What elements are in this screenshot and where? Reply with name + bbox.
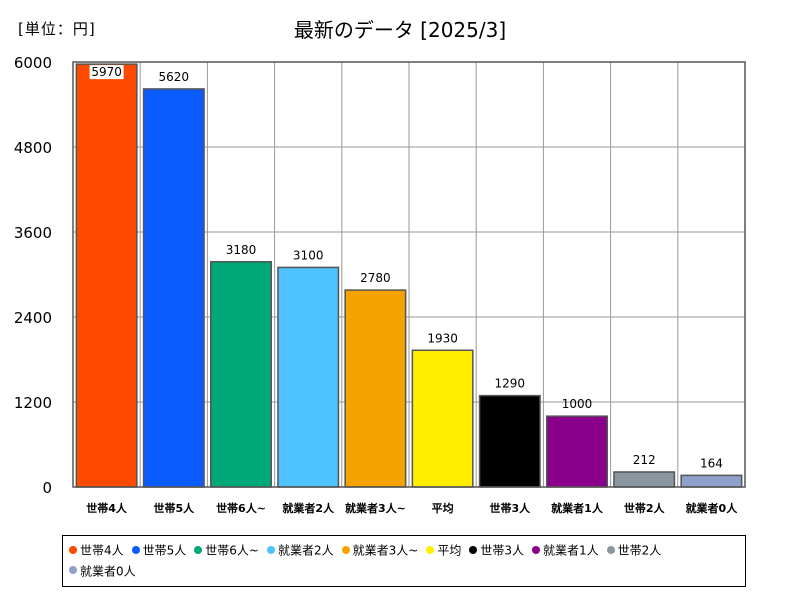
legend-swatch	[426, 545, 435, 554]
legend-swatch	[531, 545, 540, 554]
bar	[75, 63, 138, 488]
x-tick-label: 世帯3人	[489, 501, 531, 515]
value-label: 1290	[495, 377, 526, 391]
x-tick-label: 世帯2人	[624, 501, 666, 515]
legend-item: 世帯4人	[69, 540, 124, 561]
legend-swatch	[69, 545, 77, 554]
y-tick-label: 1200	[14, 394, 52, 412]
value-label: 5620	[159, 70, 190, 84]
legend-item: 就業者0人	[69, 561, 136, 582]
legend-swatch	[69, 566, 77, 574]
legend-item: 就業者3人~	[341, 540, 419, 561]
legend-item: 平均	[426, 540, 461, 561]
value-label: 3180	[226, 243, 257, 257]
x-tick-label: 世帯4人	[86, 501, 128, 515]
legend-swatch	[606, 545, 615, 554]
y-tick-label: 3600	[14, 224, 52, 242]
bar	[210, 261, 272, 488]
bar	[411, 349, 474, 488]
value-label: 3100	[293, 248, 324, 262]
legend-label: 就業者3人~	[352, 543, 419, 558]
chart-legend: 世帯4人 世帯5人 世帯6人~ 就業者2人 就業者3人~ 平均 世帯3人 就業者1人 世帯2人就…	[62, 535, 746, 587]
value-label: 1000	[562, 397, 593, 411]
legend-label: 平均	[437, 543, 462, 558]
bar-chart: 0 1200 2400 3600 4800 6000 5970 世帯4人 5620 世帯5人 318…	[14, 54, 746, 515]
value-label-bg	[89, 65, 124, 80]
x-tick-label: 平均	[432, 501, 454, 515]
legend-item: 就業者1人	[531, 540, 599, 561]
legend-label: 世帯5人	[142, 543, 187, 558]
x-tick-label: 世帯5人	[153, 501, 195, 515]
x-tick-label: 就業者2人	[282, 501, 335, 515]
legend-item: 就業者2人	[266, 540, 334, 561]
bar	[546, 415, 608, 488]
legend-item: 世帯6人~	[194, 540, 259, 561]
x-tick-label: 世帯6人~	[216, 501, 266, 515]
value-label: 5970	[91, 65, 122, 79]
legend-label: 世帯2人	[617, 543, 662, 558]
x-tick-label: 就業者0人	[686, 501, 739, 515]
legend-item: 世帯5人	[131, 540, 187, 561]
bar	[142, 88, 205, 488]
x-tick-label: 就業者3人~	[345, 501, 406, 515]
legend-label: 世帯4人	[80, 543, 124, 558]
value-label: 1930	[427, 331, 458, 345]
legend-swatch	[194, 545, 203, 554]
bar	[277, 266, 340, 488]
legend-label: 就業者2人	[277, 543, 334, 558]
x-tick-label: 就業者1人	[551, 501, 604, 515]
y-tick-label: 6000	[14, 54, 52, 72]
legend-swatch	[266, 545, 275, 554]
legend-item: 世帯2人	[606, 540, 662, 561]
value-label: 164	[700, 456, 723, 470]
bar	[478, 394, 541, 488]
legend-label: 就業者0人	[80, 564, 136, 578]
y-tick-label: 2400	[14, 309, 52, 327]
y-tick-label: 4800	[14, 139, 52, 157]
legend-label: 就業者1人	[542, 543, 599, 558]
bar	[344, 289, 407, 488]
y-tick-label: 0	[42, 479, 52, 497]
chart-title: 最新のデータ [2025/3]	[293, 18, 507, 42]
legend-swatch	[131, 545, 140, 554]
bar	[680, 474, 743, 488]
value-label: 212	[633, 453, 656, 467]
legend-label: 世帯6人~	[205, 543, 259, 558]
legend-item: 世帯3人	[469, 540, 524, 561]
legend-label: 世帯3人	[480, 543, 524, 558]
bar	[613, 471, 676, 488]
legend-swatch	[469, 545, 478, 554]
legend-swatch	[341, 545, 350, 554]
unit-label: [単位：円]	[18, 20, 96, 38]
plot-frame	[72, 61, 746, 488]
value-label: 2780	[360, 271, 391, 285]
